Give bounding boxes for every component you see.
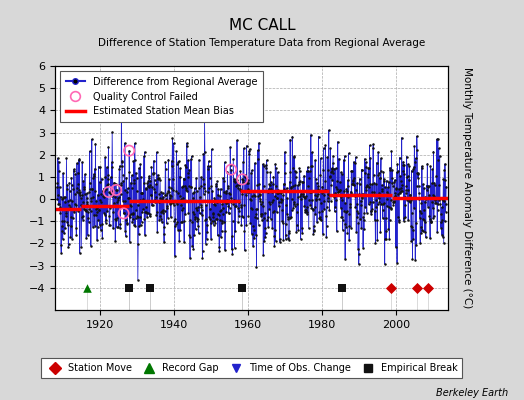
Point — [145, 285, 154, 291]
Point — [238, 285, 246, 291]
Point — [119, 210, 128, 217]
Point — [125, 285, 134, 291]
Text: Difference of Station Temperature Data from Regional Average: Difference of Station Temperature Data f… — [99, 38, 425, 48]
Y-axis label: Monthly Temperature Anomaly Difference (°C): Monthly Temperature Anomaly Difference (… — [462, 67, 472, 309]
Legend: Difference from Regional Average, Quality Control Failed, Estimated Station Mean: Difference from Regional Average, Qualit… — [60, 71, 263, 122]
Text: Berkeley Earth: Berkeley Earth — [436, 388, 508, 398]
Point — [82, 285, 91, 291]
Point — [412, 285, 421, 291]
Point — [338, 285, 346, 291]
Point — [125, 148, 134, 154]
Point — [423, 285, 432, 291]
Point — [227, 166, 235, 173]
Point — [386, 285, 395, 291]
Legend: Station Move, Record Gap, Time of Obs. Change, Empirical Break: Station Move, Record Gap, Time of Obs. C… — [41, 358, 462, 378]
Point — [112, 187, 121, 193]
Text: MC CALL: MC CALL — [228, 18, 296, 33]
Point — [238, 176, 246, 183]
Point — [105, 189, 113, 195]
